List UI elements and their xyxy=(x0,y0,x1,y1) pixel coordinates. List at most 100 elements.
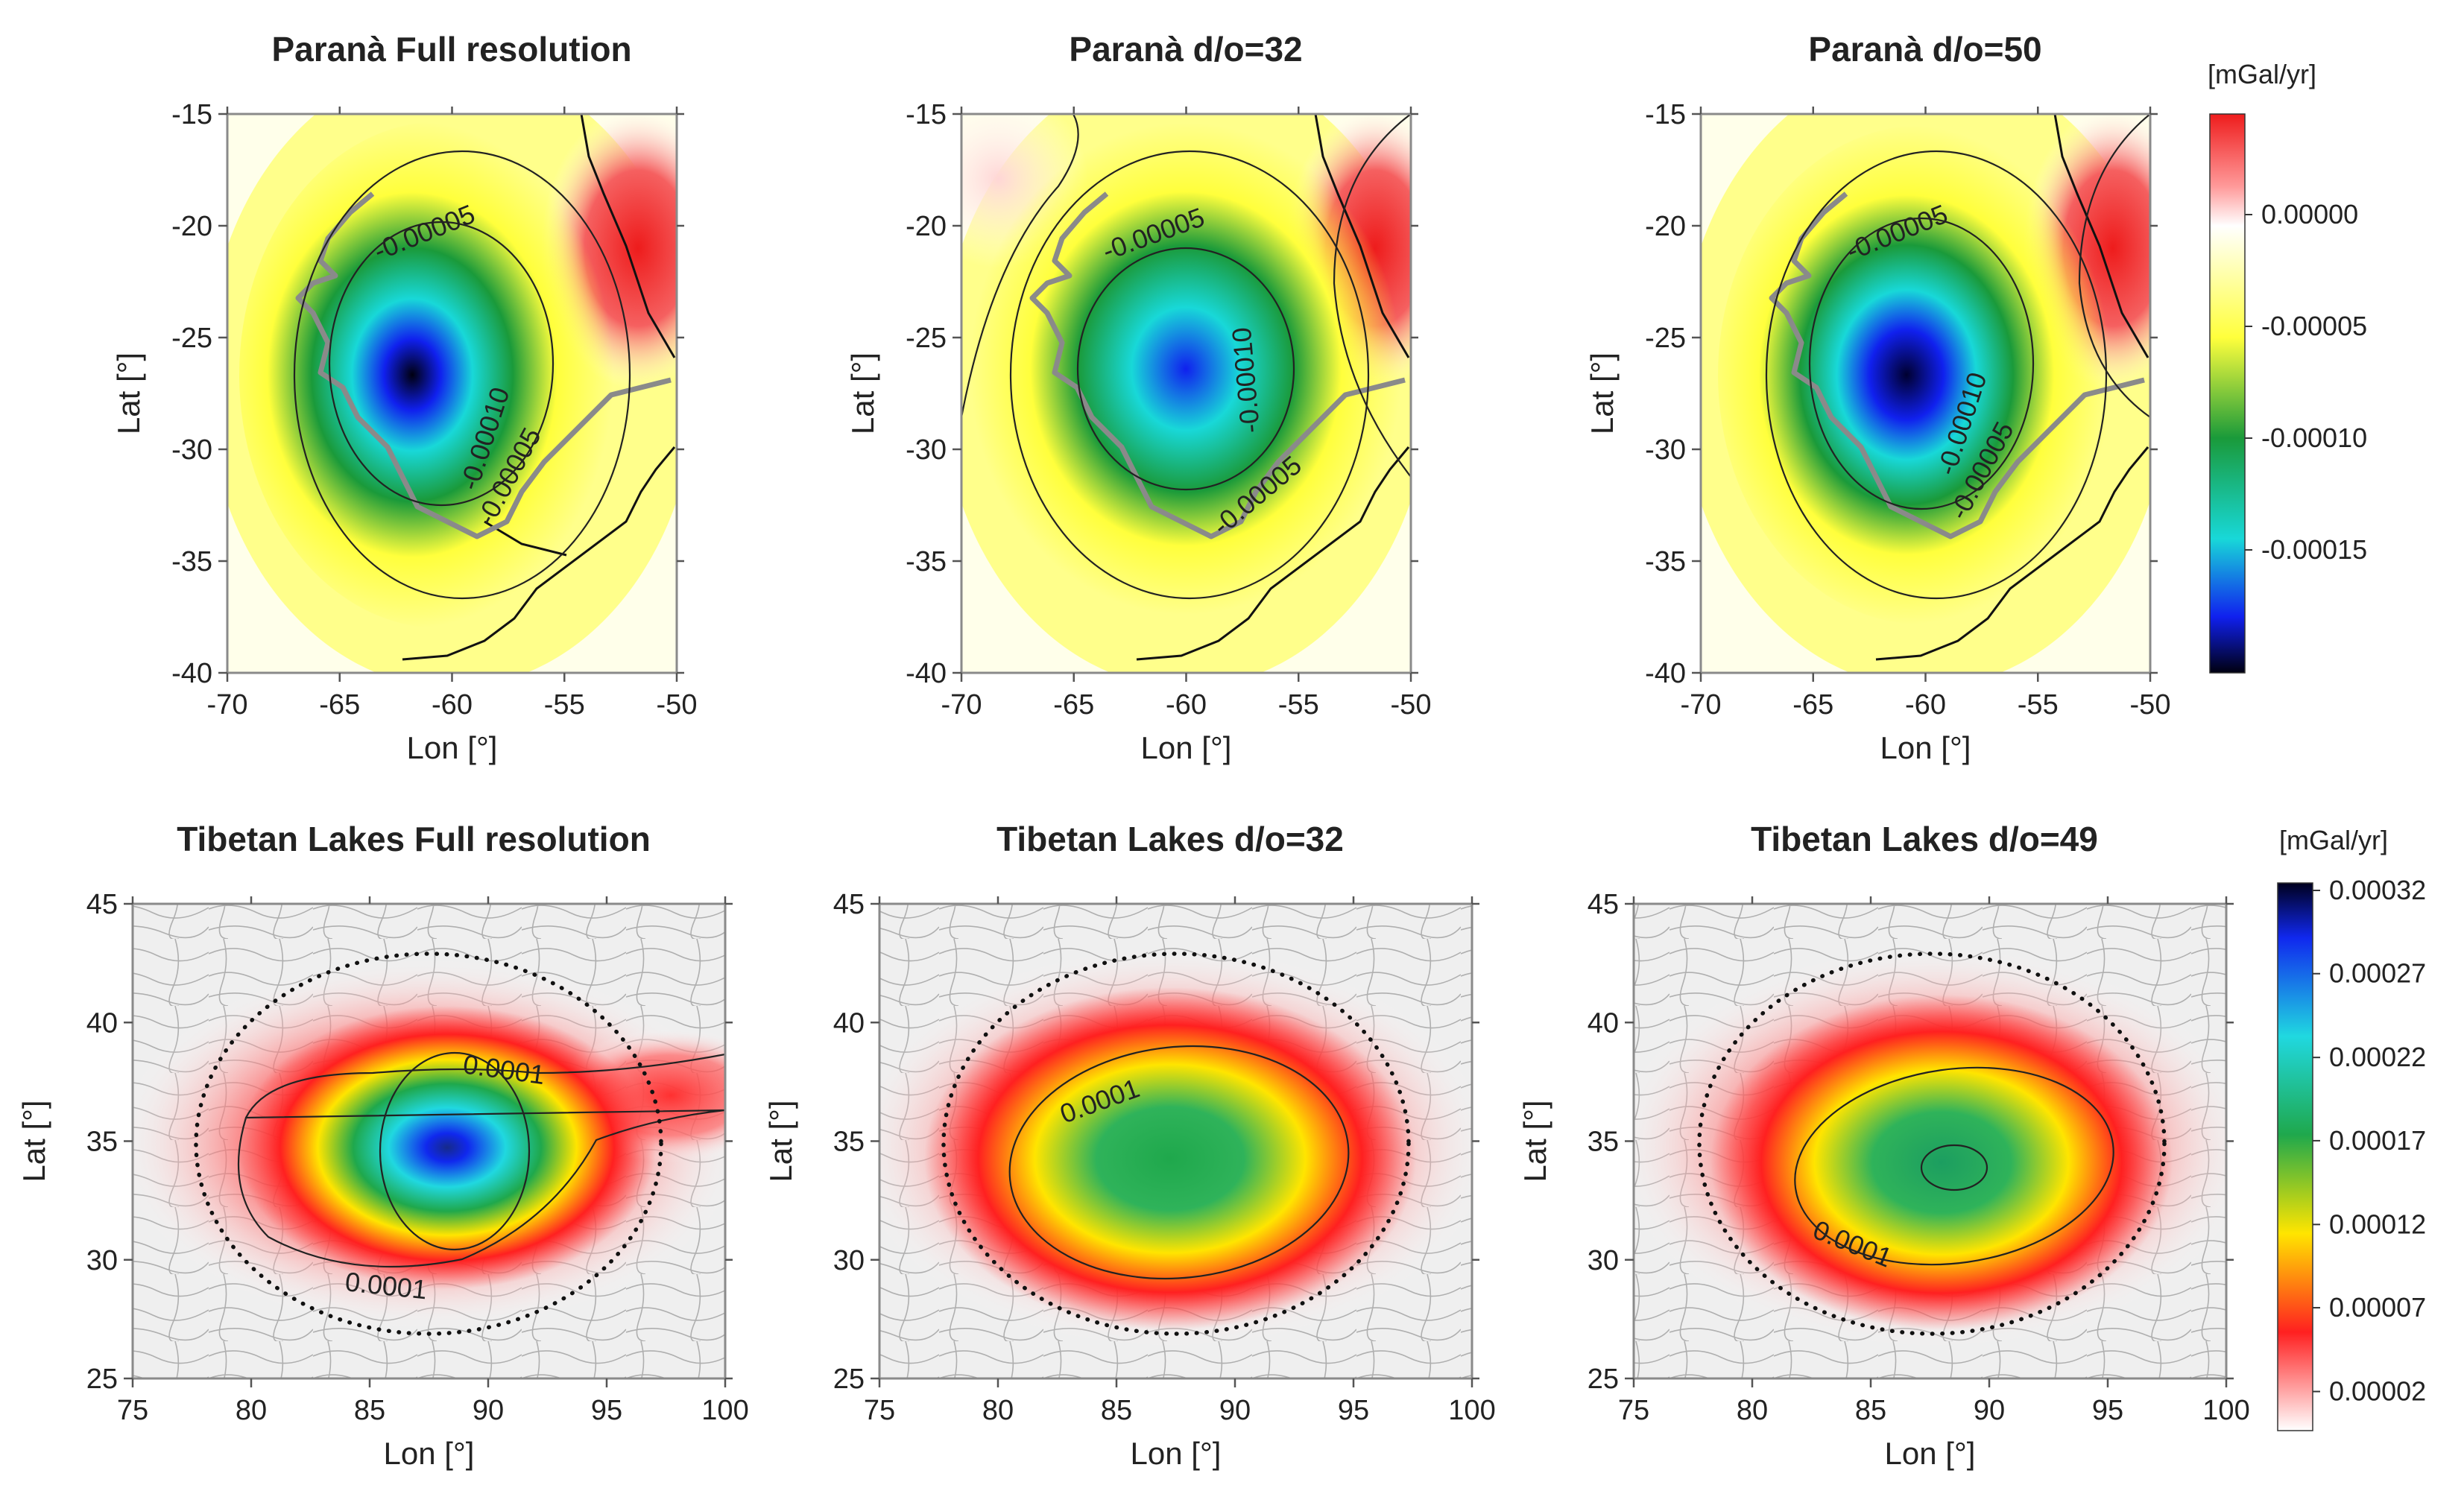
y-tick-label: 45 xyxy=(1588,889,1619,920)
x-tick-label: 75 xyxy=(864,1395,895,1426)
contour-outer xyxy=(1765,150,2108,600)
y-tick-label: -25 xyxy=(171,323,212,354)
y-axis-label: Lat [°] xyxy=(1517,1100,1552,1182)
anomaly-blob xyxy=(924,987,1416,1330)
x-tick-label: -55 xyxy=(544,689,585,721)
y-tick-label: 25 xyxy=(86,1364,118,1395)
y-tick-label: 30 xyxy=(86,1245,118,1276)
x-tick-label: 85 xyxy=(1855,1395,1886,1426)
y-tick-label: -40 xyxy=(171,658,212,689)
colorbar-tick-label: 0.00007 xyxy=(2329,1292,2426,1323)
heatmap-field xyxy=(1634,904,2226,1378)
y-tick-label: 45 xyxy=(86,889,118,920)
x-tick-label: 95 xyxy=(1338,1395,1369,1426)
colorbar-parana: [mGal/yr] 0.00000 -0.00005 -0.00010 -0.0001… xyxy=(2208,59,2367,674)
heatmap-field xyxy=(227,114,677,673)
x-axis-label: Lon [°] xyxy=(1885,1436,1976,1471)
y-tick-label: -35 xyxy=(1645,546,1686,577)
x-tick-label: -65 xyxy=(319,689,360,721)
y-tick-label: -40 xyxy=(1645,658,1686,689)
colorbar-ticks: 0.00032 0.00027 0.00022 0.00017 0.00012 0.000… xyxy=(2313,875,2426,1407)
panel-title: Tibetan Lakes d/o=49 xyxy=(1751,820,2098,858)
y-tick-label: 25 xyxy=(1588,1364,1619,1395)
anomaly-blob xyxy=(1710,995,2173,1330)
colorbar-tick-label: 0.00022 xyxy=(2329,1042,2426,1072)
y-tick-label: 35 xyxy=(86,1127,118,1158)
contour-zero xyxy=(1333,114,1411,478)
x-axis-label: Lon [°] xyxy=(1131,1436,1222,1471)
y-tick-label: -40 xyxy=(906,658,947,689)
plot-frame: 75 80 85 90 95 100 25 30 35 40 45 Lon [°] Lat [°] xyxy=(763,889,1496,1471)
heatmap-field xyxy=(961,114,1411,673)
panel-parana-do32: Paranà d/o=32 -0.00005 -0.00010 -0.00005… xyxy=(845,30,1431,765)
region-circle xyxy=(941,952,1411,1336)
river-boundary xyxy=(1029,191,1406,539)
y-tick-label: 30 xyxy=(1588,1245,1619,1276)
contour-outer xyxy=(293,150,631,600)
contour-outer xyxy=(1009,150,1370,600)
panel-title: Paranà d/o=50 xyxy=(1808,30,2041,69)
y-tick-label: -30 xyxy=(1645,434,1686,466)
y-axis-label: Lat [°] xyxy=(845,352,880,434)
x-tick-label: -50 xyxy=(1391,689,1432,721)
x-tick-label: -50 xyxy=(657,689,698,721)
plot-frame: -70 -65 -60 -55 -50 -40 -35 -30 -25 -20 -15 Lon [°]… xyxy=(1585,99,2170,765)
x-tick-label: -65 xyxy=(1792,689,1833,721)
contour-inner xyxy=(1076,247,1295,491)
plot-frame: 75 80 85 90 95 100 25 30 35 40 45 Lon [°] Lat [°] xyxy=(1517,889,2250,1471)
y-tick-label: -35 xyxy=(906,546,947,577)
heatmap-field xyxy=(133,904,725,1378)
contour-outer xyxy=(1008,1045,1350,1280)
x-tick-label: -60 xyxy=(1905,689,1946,721)
panel-tibet-do49: Tibetan Lakes d/o=49 0.0001 75 80 85 90 95 10… xyxy=(1517,820,2250,1471)
x-tick-label: 85 xyxy=(354,1395,385,1426)
contour-inner xyxy=(1808,217,2035,510)
colorbar-ticks: 0.00000 -0.00005 -0.00010 -0.00015 xyxy=(2245,199,2367,565)
x-tick-label: -60 xyxy=(432,689,473,721)
plot-frame: -70 -65 -60 -55 -50 -40 -35 -30 -25 -20 -15 Lon [°]… xyxy=(845,99,1431,765)
coastline xyxy=(1136,114,1410,661)
y-tick-label: -15 xyxy=(171,99,212,130)
contour-zero xyxy=(961,114,1079,418)
colorbar-tick-label: 0.00000 xyxy=(2261,199,2358,229)
anomaly-blob xyxy=(238,1006,656,1289)
y-tick-label: 40 xyxy=(1588,1007,1619,1039)
panel-title: Paranà d/o=32 xyxy=(1069,30,1302,69)
y-tick-label: 45 xyxy=(833,889,865,920)
contour-inner xyxy=(379,1051,531,1251)
y-axis-label: Lat [°] xyxy=(111,352,146,434)
colorbar-gradient xyxy=(2277,882,2313,1431)
colorbar-unit: [mGal/yr] xyxy=(2208,59,2316,89)
panel-title: Tibetan Lakes Full resolution xyxy=(177,820,651,858)
y-axis-label: Lat [°] xyxy=(1585,352,1620,434)
y-tick-label: -20 xyxy=(906,211,947,242)
x-tick-label: 75 xyxy=(1618,1395,1649,1426)
colorbar-tick-label: -0.00005 xyxy=(2261,311,2367,341)
colorbar-tick-label: 0.00027 xyxy=(2329,958,2426,989)
contour-inner xyxy=(1920,1144,1988,1191)
x-axis-label: Lon [°] xyxy=(407,730,498,765)
x-tick-label: -70 xyxy=(1681,689,1722,721)
colorbar-tick-label: 0.00012 xyxy=(2329,1209,2426,1239)
x-axis-label: Lon [°] xyxy=(1141,730,1232,765)
heatmap-field xyxy=(1701,114,2150,673)
y-tick-label: 40 xyxy=(86,1007,118,1039)
y-tick-label: -15 xyxy=(906,99,947,130)
colorbar-tick-label: 0.00002 xyxy=(2329,1376,2426,1407)
panel-title: Tibetan Lakes d/o=32 xyxy=(996,820,1344,858)
x-tick-label: 95 xyxy=(591,1395,622,1426)
y-tick-label: -20 xyxy=(1645,211,1686,242)
y-tick-label: -25 xyxy=(906,323,947,354)
contour-outer xyxy=(1794,1066,2114,1266)
colorbar-tick-label: 0.00017 xyxy=(2329,1125,2426,1156)
panel-tibet-full: Tibetan Lakes Full resolution 0.0001 0.0… xyxy=(16,820,749,1471)
colorbar-gradient xyxy=(2209,113,2246,674)
coastline xyxy=(1875,114,2149,661)
y-axis-label: Lat [°] xyxy=(763,1100,798,1182)
panel-title: Paranà Full resolution xyxy=(271,30,631,69)
x-tick-label: 80 xyxy=(982,1395,1014,1426)
river-boundary xyxy=(1769,191,2145,539)
heatmap-field xyxy=(879,904,1472,1378)
y-tick-label: -35 xyxy=(171,546,212,577)
